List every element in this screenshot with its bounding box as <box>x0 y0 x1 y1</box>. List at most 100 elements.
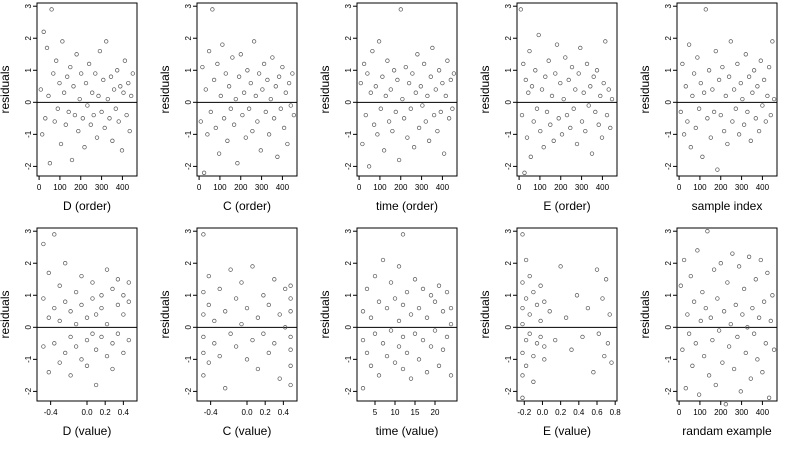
residual-point <box>542 299 547 304</box>
residual-point <box>731 366 737 372</box>
y-tick-label: 1 <box>184 68 193 73</box>
x-tick-label: 300 <box>255 183 269 192</box>
x-tick-label: 0.6 <box>591 408 603 417</box>
residual-point <box>410 71 415 76</box>
residual-point <box>701 90 707 95</box>
residual-point <box>415 52 420 57</box>
residual-point <box>743 52 748 57</box>
residual-point <box>736 132 742 137</box>
residual-point <box>416 357 422 362</box>
panel-6: -2 -1 0 1 2 3 -0.4 0.0 0.2 0.4 D (value) residuals <box>0 227 138 438</box>
residual-point <box>130 71 135 76</box>
residual-point <box>286 80 292 86</box>
y-tick-label: 3 <box>504 228 513 233</box>
residual-point <box>99 334 104 340</box>
residual-point <box>716 77 722 83</box>
plot-frame <box>516 2 618 177</box>
residual-point <box>79 273 84 279</box>
x-tick-label: 15 <box>411 408 420 417</box>
residual-point <box>243 135 248 140</box>
residual-point <box>99 293 104 298</box>
residual-point <box>364 286 370 292</box>
residual-point <box>384 305 390 311</box>
panel-1: -2 -1 0 1 2 3 0 100 200 300 400 D (order) residuals <box>0 2 138 213</box>
x-tick-label: 100 <box>533 183 547 192</box>
residual-point <box>520 395 525 400</box>
y-tick-label: 1 <box>504 293 513 298</box>
y-tick-label: 1 <box>664 293 673 298</box>
residual-point <box>266 302 271 308</box>
residual-point <box>547 309 552 314</box>
y-axis-title: residuals <box>158 65 172 113</box>
residual-point <box>361 61 367 67</box>
residual-point <box>740 96 745 102</box>
y-tick-label: -1 <box>184 130 193 138</box>
residual-point <box>253 93 258 99</box>
residual-point <box>360 141 365 147</box>
residual-point <box>520 305 525 311</box>
residual-point <box>65 74 70 79</box>
y-tick-label: 0 <box>24 100 33 105</box>
residual-point <box>383 93 388 99</box>
residual-point <box>198 119 203 124</box>
residual-point <box>373 84 378 89</box>
residual-point <box>444 334 450 340</box>
residual-point <box>538 283 543 288</box>
residual-point <box>711 267 717 272</box>
residual-point <box>606 87 611 92</box>
residual-point <box>250 264 255 269</box>
residual-point <box>743 350 748 356</box>
residual-point <box>388 328 394 333</box>
y-tick-label: 1 <box>344 68 353 73</box>
y-axis-title: residuals <box>318 65 332 113</box>
residual-point <box>201 289 206 295</box>
residual-point <box>246 106 252 111</box>
residual-point <box>371 122 377 127</box>
residual-point <box>239 280 244 285</box>
residual-point <box>558 264 563 269</box>
y-axis-title: residuals <box>478 65 492 113</box>
residual-point <box>441 151 447 156</box>
residual-point <box>400 232 406 237</box>
residual-point <box>771 347 777 352</box>
residual-point <box>412 277 418 282</box>
residual-point <box>556 116 561 121</box>
x-tick-label: 100 <box>693 408 707 417</box>
residual-point <box>79 71 84 76</box>
residual-point <box>758 58 763 63</box>
residual-point <box>568 125 573 131</box>
residual-point <box>683 84 688 89</box>
residual-point <box>115 277 121 282</box>
residual-point <box>527 48 532 54</box>
residual-point <box>609 360 614 365</box>
residual-point <box>116 119 121 124</box>
residual-point <box>105 96 110 102</box>
y-tick-label: 3 <box>344 3 353 8</box>
residual-point <box>451 71 457 76</box>
residual-point <box>678 109 683 115</box>
residual-point <box>544 109 550 115</box>
residual-point <box>52 232 57 237</box>
residual-point <box>428 74 433 79</box>
residual-point <box>201 170 207 175</box>
residual-point <box>376 299 382 304</box>
residual-point <box>581 90 586 95</box>
y-tick-label: 3 <box>24 228 33 233</box>
residual-point <box>700 154 705 159</box>
residual-point <box>432 328 438 333</box>
residual-point <box>531 119 536 124</box>
residual-point <box>522 170 527 175</box>
residual-point <box>688 145 693 150</box>
residual-point <box>541 145 546 150</box>
residual-point <box>82 145 87 150</box>
x-tick-label: 300 <box>735 183 749 192</box>
residual-point <box>113 106 118 111</box>
y-tick-label: 0 <box>664 100 673 105</box>
residual-point <box>561 96 566 102</box>
residual-point <box>400 96 405 102</box>
residual-point <box>520 373 525 378</box>
y-tick-label: 0 <box>664 325 673 330</box>
y-tick-label: -1 <box>24 355 33 363</box>
residual-point <box>770 39 775 44</box>
residual-point <box>126 299 131 304</box>
